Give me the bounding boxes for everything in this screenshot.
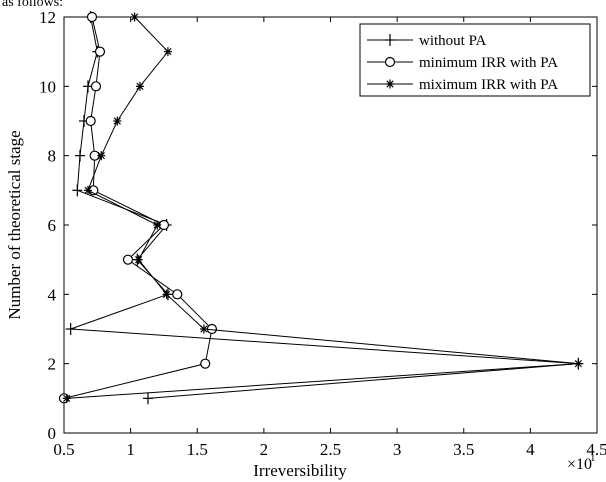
data-point-minimum-irr-with-pa bbox=[122, 254, 134, 265]
x-axis-ticks bbox=[63, 17, 598, 433]
data-point-without-pa bbox=[72, 184, 83, 197]
legend-marker bbox=[386, 79, 394, 89]
data-point-minimum-irr-with-pa bbox=[94, 46, 106, 57]
y-tick-label: 8 bbox=[48, 147, 57, 166]
x-tick-label: 4 bbox=[526, 440, 535, 459]
legend-items: without PA minimum IRR with PA miximum IRR… bbox=[367, 33, 558, 93]
x-tick-label: 4.5 bbox=[586, 440, 606, 459]
x-axis-title: Irreversibility bbox=[253, 461, 347, 480]
data-point-miximum-irr-with-pa bbox=[97, 151, 106, 161]
data-point-miximum-irr-with-pa bbox=[163, 47, 172, 57]
data-point-without-pa bbox=[142, 392, 153, 405]
data-point-minimum-irr-with-pa bbox=[85, 115, 96, 127]
x-axis-multiplier: ×10 1 bbox=[567, 452, 596, 473]
y-axis-title: Number of theoretical stage bbox=[5, 130, 24, 319]
series-miximum-irr-with-pa bbox=[62, 12, 583, 403]
y-tick-label: 12 bbox=[39, 8, 56, 27]
data-point-without-pa bbox=[65, 323, 76, 335]
y-tick-label: 4 bbox=[48, 285, 57, 304]
legend: without PA minimum IRR with PA miximum IRR… bbox=[359, 23, 591, 97]
x-tick-label: 2.5 bbox=[320, 440, 341, 459]
x-tick-label: 3 bbox=[393, 440, 402, 459]
data-point-miximum-irr-with-pa bbox=[574, 359, 583, 369]
legend-item-minimum-irr-with-pa: minimum IRR with PA bbox=[367, 55, 558, 71]
y-tick-label: 10 bbox=[39, 77, 56, 96]
x-tick-label: 2 bbox=[260, 440, 269, 459]
legend-label: minimum IRR with PA bbox=[419, 55, 558, 71]
data-point-miximum-irr-with-pa bbox=[83, 185, 92, 195]
data-point-without-pa bbox=[74, 149, 85, 162]
legend-marker bbox=[385, 34, 395, 46]
data-point-miximum-irr-with-pa bbox=[135, 81, 144, 91]
data-point-minimum-irr-with-pa bbox=[90, 81, 102, 92]
legend-label: without PA bbox=[419, 33, 487, 49]
data-point-miximum-irr-with-pa bbox=[199, 324, 208, 334]
y-tick-label: 0 bbox=[48, 424, 57, 443]
x-axis-tick-labels: 0.5 1 1.5 2 2.5 3 3.5 4 4.5 bbox=[53, 440, 606, 459]
x-multiplier-base: ×10 bbox=[567, 456, 592, 473]
data-point-miximum-irr-with-pa bbox=[162, 289, 171, 299]
x-tick-label: 1.5 bbox=[187, 440, 208, 459]
data-point-miximum-irr-with-pa bbox=[113, 116, 122, 126]
data-point-miximum-irr-with-pa bbox=[134, 255, 143, 265]
data-point-miximum-irr-with-pa bbox=[130, 12, 139, 22]
legend-label: miximum IRR with PA bbox=[419, 77, 558, 93]
x-tick-label: 3.5 bbox=[453, 440, 474, 459]
data-point-minimum-irr-with-pa bbox=[86, 11, 98, 23]
y-tick-label: 6 bbox=[48, 216, 57, 235]
y-axis-tick-labels: 0 2 4 6 8 10 12 bbox=[39, 8, 57, 443]
data-point-miximum-irr-with-pa bbox=[153, 220, 162, 230]
series-line-minimum-irr-with-pa bbox=[63, 16, 213, 399]
series-line-miximum-irr-with-pa bbox=[66, 16, 579, 399]
data-point-minimum-irr-with-pa bbox=[172, 289, 183, 300]
data-point-miximum-irr-with-pa bbox=[62, 393, 71, 403]
data-point-minimum-irr-with-pa bbox=[200, 358, 211, 369]
legend-marker bbox=[384, 56, 396, 68]
series-layer bbox=[58, 11, 584, 405]
y-tick-label: 2 bbox=[48, 355, 57, 374]
x-tick-label: 1 bbox=[126, 440, 135, 459]
y-axis-ticks bbox=[64, 16, 597, 434]
x-tick-label: 0.5 bbox=[53, 440, 74, 459]
top-text-fragment: as follows: bbox=[2, 0, 63, 10]
legend-item-miximum-irr-with-pa: miximum IRR with PA bbox=[367, 77, 558, 93]
x-multiplier-exponent: 1 bbox=[590, 452, 596, 464]
legend-item-without-pa: without PA bbox=[367, 33, 487, 49]
